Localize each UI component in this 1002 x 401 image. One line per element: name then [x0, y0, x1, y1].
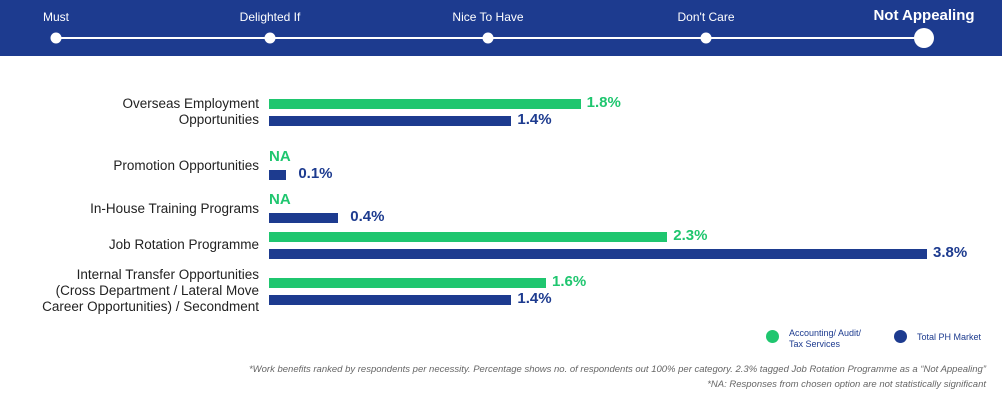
stage-label-nice-to-have: Nice To Have [452, 10, 524, 24]
category-label: Overseas Employment Opportunities [122, 96, 259, 128]
category-label-line: Promotion Opportunities [113, 158, 259, 173]
data-label: 1.8% [586, 94, 621, 111]
bar-total-ph [269, 249, 927, 259]
category-label-line: Internal Transfer Opportunities [76, 267, 259, 282]
stage-marker [50, 32, 62, 44]
category-label: In-House Training Programs [90, 201, 259, 217]
stage-marker [482, 32, 494, 44]
legend-dot-total-ph [894, 330, 907, 343]
bar-accounting [269, 99, 581, 109]
category-label-line: Job Rotation Programme [108, 237, 259, 252]
bar-total-ph [269, 213, 339, 223]
data-label: 3.8% [933, 244, 968, 261]
legend-dot-accounting [766, 330, 779, 343]
data-label: 1.4% [517, 111, 552, 128]
legend-label-total-ph: Total PH Market [917, 332, 982, 342]
bar-accounting [269, 232, 668, 242]
footnote-na: *NA: Responses from chosen option are no… [707, 379, 986, 390]
bar-total-ph [269, 170, 287, 180]
bar-total-ph [269, 116, 512, 126]
legend-label-line-1: Accounting/ Audit/ [789, 328, 862, 338]
legend-label-accounting: Accounting/ Audit/ Tax Services [789, 328, 861, 350]
category-label-line: Overseas Employment [122, 96, 259, 111]
category-label-line: In-House Training Programs [90, 201, 259, 216]
category-scale-header: Must Delighted If Nice To Have Don't Care No… [0, 0, 1002, 56]
category-label: Internal Transfer Opportunities (Cross De… [42, 267, 259, 315]
stage-label-not-appealing: Not Appealing [873, 7, 975, 24]
stage-marker [264, 32, 276, 44]
category-label: Job Rotation Programme [109, 237, 259, 253]
legend-label-line-2: Tax Services [789, 339, 841, 349]
data-label: 1.4% [517, 290, 552, 307]
category-label: Promotion Opportunities [113, 158, 259, 174]
data-label: 2.3% [673, 227, 708, 244]
data-label: NA [269, 148, 291, 165]
stage-label-delighted-if: Delighted If [239, 10, 301, 24]
data-label: 0.4% [350, 208, 385, 225]
category-label-line: (Cross Department / Lateral Move [55, 283, 259, 298]
stage-marker-active [914, 28, 934, 48]
bar-total-ph [269, 295, 512, 305]
bar-accounting [269, 278, 547, 288]
data-label: 1.6% [552, 273, 587, 290]
data-label: 0.1% [298, 165, 333, 182]
stage-marker [700, 32, 712, 44]
data-label: NA [269, 191, 291, 208]
category-label-line: Opportunities [178, 112, 259, 127]
footnote-ranking: *Work benefits ranked by respondents per… [248, 364, 986, 375]
stage-label-don-t-care: Don't Care [677, 10, 735, 24]
stage-label-must: Must [42, 10, 70, 24]
category-label-line: Career Opportunities) / Secondment [42, 299, 259, 314]
